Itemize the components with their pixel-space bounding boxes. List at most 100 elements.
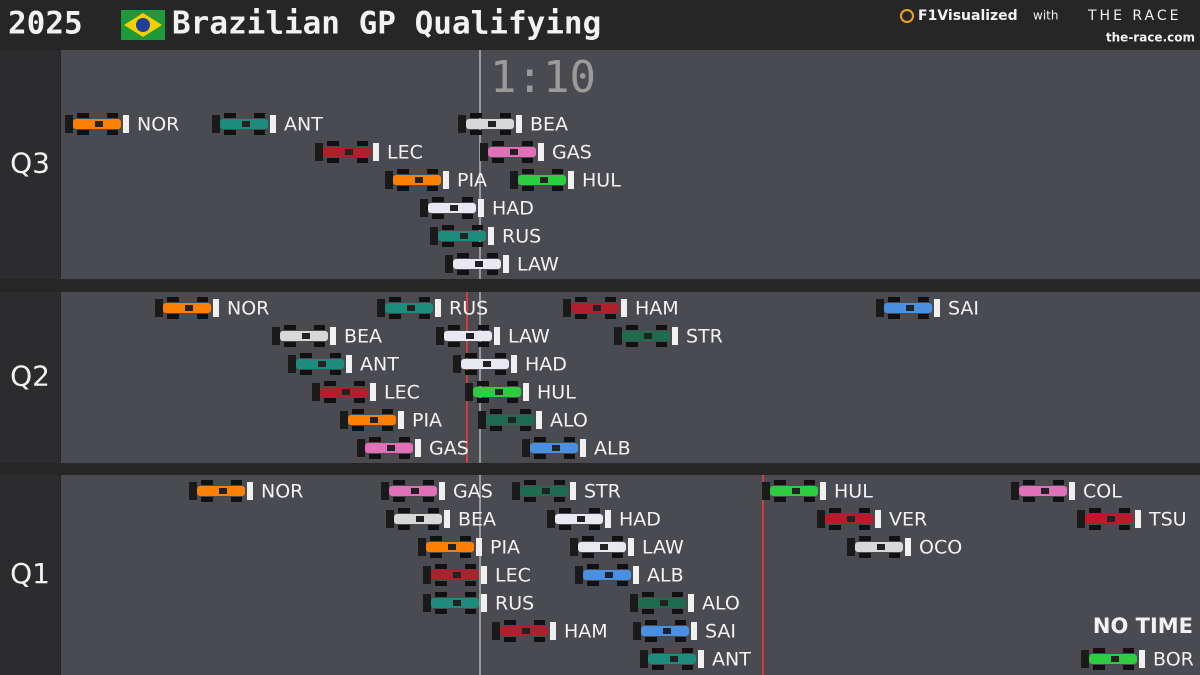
car-tyre [534,620,545,625]
car-tyre [435,581,447,586]
car-tyre [393,480,405,485]
car-front-wing [213,299,219,317]
car-cockpit [387,445,395,451]
car-tyre [435,592,447,597]
car-tyre [77,130,89,135]
driver-code: LAW [642,537,684,559]
car-tyre [457,270,469,275]
car-tyre [354,398,365,403]
car-rear [633,622,641,640]
car-rear [423,594,431,612]
car-tyre [399,437,410,442]
car-rear [385,171,393,189]
driver-code: RUS [449,298,488,320]
car-rear [876,299,884,317]
car [212,113,276,135]
car-tyre [398,525,410,530]
car-tyre [254,130,265,135]
car-cockpit [510,149,518,155]
car-rear [386,510,394,528]
car-tyre [554,480,565,485]
car-tyre [330,370,341,375]
car [377,297,441,319]
brand: F1Visualized [918,8,1018,24]
car-cockpit [670,656,678,662]
car [510,169,574,191]
car-cockpit [1111,656,1119,662]
session-label-column [0,50,60,279]
car-tyre [324,381,336,386]
car-tyre [575,314,587,319]
session-label-column [0,292,60,463]
car-tyre [507,398,518,403]
car-tyre [435,564,447,569]
car-tyre [197,314,208,319]
car-cockpit [453,572,461,578]
car-tyre [448,342,460,347]
driver-code: ANT [712,649,751,671]
car-front-wing [698,650,704,668]
car-rear [357,439,365,457]
car [522,437,586,459]
car-tyre [478,342,489,347]
with: with [1033,9,1058,23]
driver-code: SAI [948,298,979,320]
driver-code: NOR [227,298,269,320]
car-tyre [645,637,657,642]
car [430,225,494,247]
car-rear [575,566,583,584]
car-front-wing [435,299,441,317]
car-tyre [564,437,575,442]
car-cockpit [663,628,671,634]
car-cockpit [415,177,423,183]
car-rear [155,299,163,317]
car-tyre [564,454,575,459]
car-front-wing [691,622,697,640]
car-tyre [804,480,815,485]
car-front-wing [373,143,379,161]
car-tyre [522,186,534,191]
car-tyre [888,297,900,302]
car-front-wing [523,383,529,401]
car-tyre [465,564,476,569]
car-cockpit [488,121,496,127]
car-tyre [393,497,405,502]
driver-code: COL [1083,481,1122,503]
car-tyre [201,480,213,485]
car-rear [1077,510,1085,528]
driver-code: GAS [552,142,592,164]
car-tyre [382,426,393,431]
car-tyre [612,553,623,558]
car-tyre [357,141,368,146]
car-tyre [522,169,534,174]
no-time-label: NO TIME [1093,614,1193,638]
driver-code: GAS [429,438,469,460]
car-rear [65,115,73,133]
driver-code: SAI [705,621,736,643]
car-tyre [224,113,236,118]
car-tyre [430,553,442,558]
brand-icon [900,9,914,23]
car-tyre [859,553,871,558]
car-tyre [524,497,536,502]
car-cockpit [302,333,310,339]
car-cockpit [605,572,613,578]
car-cockpit [475,261,483,267]
car-rear [315,143,323,161]
car-front-wing [398,411,404,429]
car-tyre [552,169,563,174]
site: the-race.com [1106,31,1195,45]
car-tyre [645,620,657,625]
car-rear [563,299,571,317]
driver-code: BEA [344,326,382,348]
car [315,141,379,163]
car [386,508,450,530]
driver-code: HUL [537,382,576,404]
driver-code: HAM [564,621,608,643]
car-front-wing [494,327,500,345]
car-tyre [284,342,296,347]
driver-code: LAW [517,254,559,276]
car-tyre [582,553,594,558]
driver-code: RUS [502,226,541,248]
car-tyre [492,141,504,146]
